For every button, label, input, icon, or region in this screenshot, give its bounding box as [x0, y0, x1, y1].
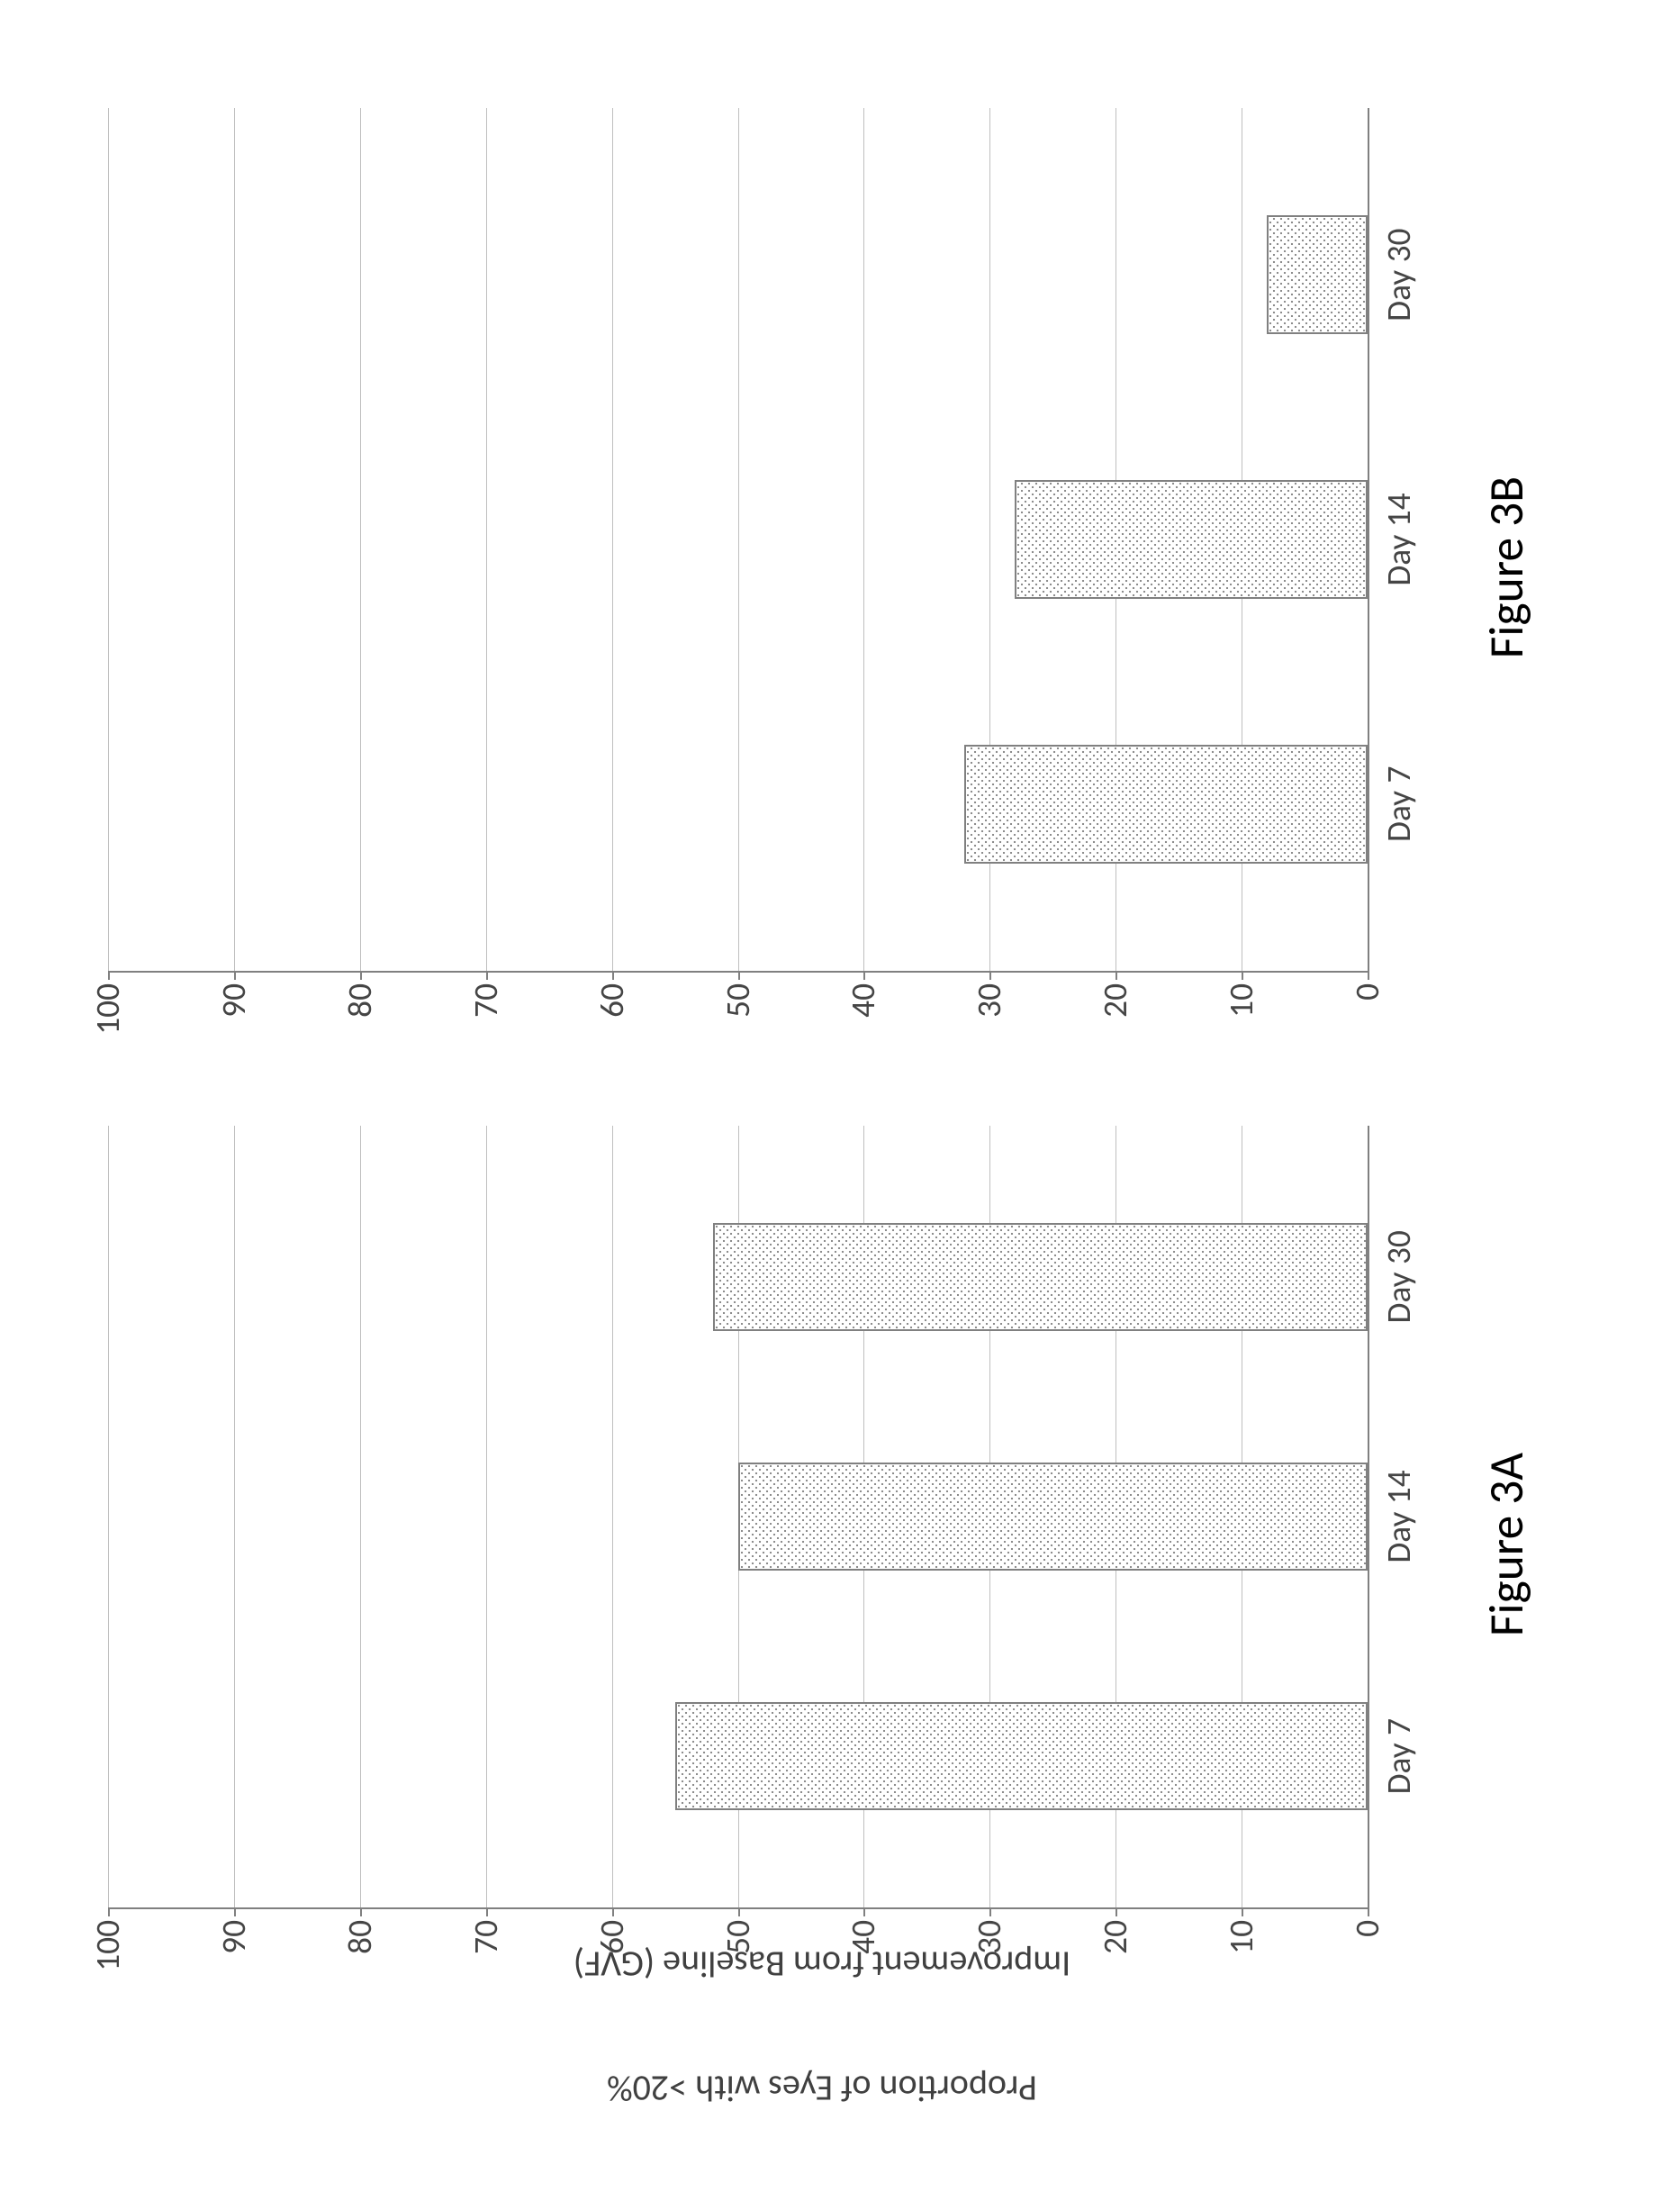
- y-tick: [360, 971, 362, 980]
- bar: [1015, 480, 1368, 599]
- y-tick: [234, 1907, 236, 1916]
- rotated-stage: Proportion of Eyes with >20% Improvement…: [0, 0, 1680, 2161]
- x-tick-label: Day 7: [1378, 766, 1420, 842]
- y-tick: [989, 1907, 991, 1916]
- y-axis-title-line1: Proportion of Eyes with >20%: [574, 2068, 1071, 2109]
- y-tick-label: 10: [1221, 1920, 1262, 1954]
- x-tick-label: Day 14: [1378, 1470, 1420, 1562]
- y-tick-label: 30: [969, 1920, 1010, 1954]
- y-tick-label: 70: [465, 1920, 507, 1954]
- y-tick: [612, 1907, 614, 1916]
- bar-slot: Day 7: [108, 672, 1368, 937]
- bar-slot: Day 14: [108, 1397, 1368, 1636]
- y-axis-title-wrap-empty: [108, 1036, 1536, 1063]
- y-tick-label: 80: [339, 983, 381, 1018]
- y-tick-label: 30: [969, 983, 1010, 1018]
- y-tick: [1368, 971, 1369, 980]
- y-tick: [486, 1907, 488, 1916]
- x-tick-label: Day 14: [1378, 493, 1420, 585]
- bar-slot: Day 14: [108, 407, 1368, 672]
- bar: [738, 1463, 1368, 1571]
- y-tick-label: 100: [87, 1920, 129, 1971]
- chart-column-b: 0102030405060708090100 Day 7Day 14Day 30…: [108, 99, 1536, 1036]
- bars-b: Day 7Day 14Day 30: [108, 108, 1368, 971]
- y-tick: [234, 971, 236, 980]
- plot-box-b: 0102030405060708090100 Day 7Day 14Day 30: [108, 99, 1405, 1036]
- bar: [675, 1702, 1368, 1810]
- y-tick-label: 20: [1095, 983, 1136, 1018]
- y-tick-label: 70: [465, 983, 507, 1018]
- y-tick-label: 20: [1095, 1920, 1136, 1954]
- y-tick: [1115, 971, 1117, 980]
- panel-figure-3b: 0102030405060708090100 Day 7Day 14Day 30…: [108, 99, 1536, 1063]
- x-tick-label: Day 30: [1378, 229, 1420, 322]
- y-tick: [738, 971, 740, 980]
- x-tick-label: Day 30: [1378, 1230, 1420, 1323]
- y-tick: [1242, 971, 1243, 980]
- bars-a: Day 7Day 14Day 30: [108, 1126, 1368, 1907]
- y-tick-label: 50: [718, 983, 759, 1018]
- y-tick-label: 80: [339, 1920, 381, 1954]
- bar-slot: Day 30: [108, 1157, 1368, 1397]
- bar: [1267, 215, 1368, 334]
- bar: [964, 745, 1368, 864]
- y-axis-title-wrap: Proportion of Eyes with >20% Improvement…: [108, 1972, 1536, 2080]
- y-tick: [863, 971, 865, 980]
- y-tick-label: 0: [1347, 983, 1388, 1001]
- y-tick: [738, 1907, 740, 1916]
- y-tick-label: 60: [592, 1920, 633, 1954]
- y-tick: [108, 971, 110, 980]
- caption-a: Figure 3A: [1477, 1117, 1536, 1972]
- y-tick-label: 90: [213, 1920, 255, 1954]
- y-tick-label: 90: [213, 983, 255, 1018]
- y-tick: [1115, 1907, 1117, 1916]
- y-tick: [1368, 1907, 1369, 1916]
- bar: [713, 1223, 1368, 1331]
- y-tick: [1242, 1907, 1243, 1916]
- y-tick: [360, 1907, 362, 1916]
- y-tick-label: 40: [843, 1920, 884, 1954]
- panel-figure-3a: Proportion of Eyes with >20% Improvement…: [108, 1117, 1536, 2080]
- y-tick: [989, 971, 991, 980]
- y-tick-label: 40: [843, 983, 884, 1018]
- y-tick: [863, 1907, 865, 1916]
- y-tick-label: 10: [1221, 983, 1262, 1018]
- y-tick: [612, 971, 614, 980]
- caption-b: Figure 3B: [1477, 99, 1536, 1036]
- bar-slot: Day 30: [108, 142, 1368, 407]
- panel-row: Proportion of Eyes with >20% Improvement…: [0, 0, 1680, 2161]
- y-tick-label: 0: [1347, 1920, 1388, 1937]
- plot-area-b: 0102030405060708090100 Day 7Day 14Day 30: [108, 108, 1369, 973]
- y-tick: [486, 971, 488, 980]
- y-tick-label: 60: [592, 983, 633, 1018]
- plot-area-a: 0102030405060708090100 Day 7Day 14Day 30: [108, 1126, 1369, 1909]
- x-tick-label: Day 7: [1378, 1718, 1420, 1794]
- y-tick: [108, 1907, 110, 1916]
- y-tick-label: 50: [718, 1920, 759, 1954]
- bar-slot: Day 7: [108, 1636, 1368, 1876]
- plot-box-a: 0102030405060708090100 Day 7Day 14Day 30: [108, 1117, 1405, 1972]
- chart-column-a: 0102030405060708090100 Day 7Day 14Day 30…: [108, 1117, 1536, 1972]
- y-tick-label: 100: [87, 983, 129, 1035]
